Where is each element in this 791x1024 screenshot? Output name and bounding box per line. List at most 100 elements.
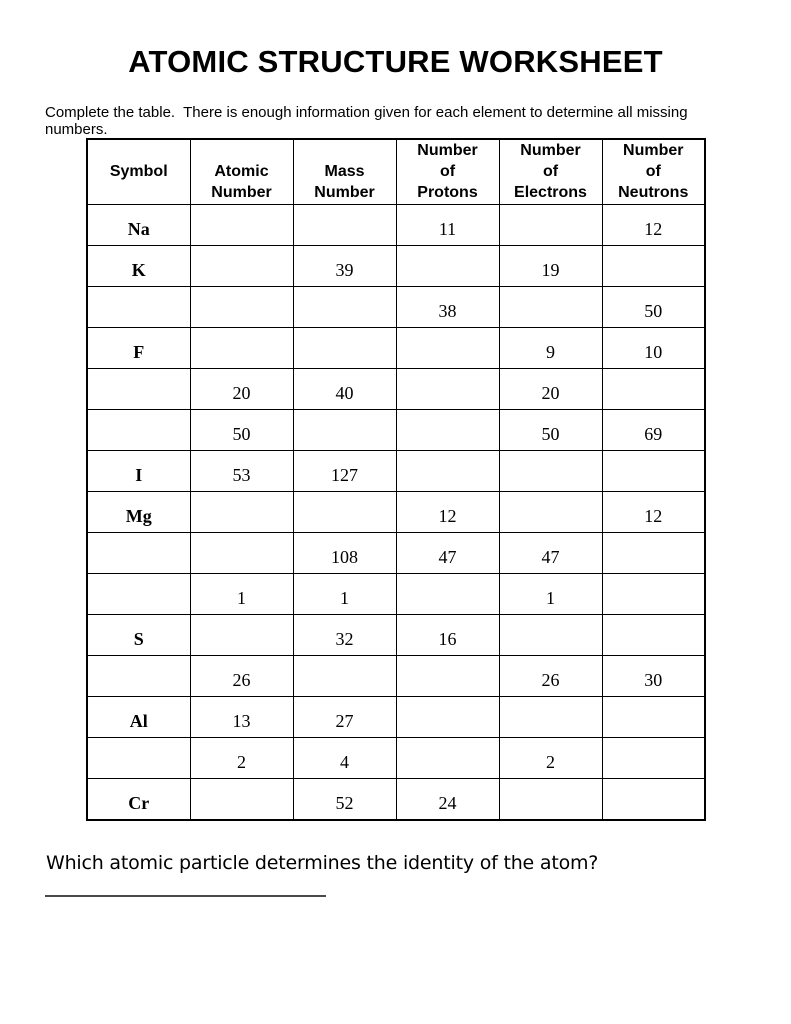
value-cell <box>498 286 603 328</box>
table-row: K 39 19 <box>86 245 706 287</box>
value-cell <box>395 245 500 287</box>
value-cell <box>601 245 706 287</box>
value-cell: 16 <box>395 614 500 656</box>
symbol-cell: Na <box>86 204 191 246</box>
symbol-cell <box>86 368 191 410</box>
value-cell <box>395 368 500 410</box>
instruction-text: Complete the table. There is enough info… <box>45 104 692 138</box>
page-title: ATOMIC STRUCTURE WORKSHEET <box>128 44 663 79</box>
symbol-cell <box>86 286 191 328</box>
column-header-symbol: Symbol <box>86 138 191 205</box>
column-header-number-of-protons: Number of Protons <box>395 138 500 205</box>
symbol-cell: I <box>86 450 191 492</box>
table-row: Mg 12 12 <box>86 491 706 533</box>
value-cell: 50 <box>189 409 294 451</box>
value-cell <box>601 368 706 410</box>
value-cell: 39 <box>292 245 397 287</box>
table-row: 50 50 69 <box>86 409 706 451</box>
table-row: 20 40 20 <box>86 368 706 410</box>
value-cell: 2 <box>189 737 294 779</box>
value-cell: 24 <box>395 778 500 820</box>
value-cell <box>601 737 706 779</box>
value-cell <box>395 655 500 697</box>
value-cell <box>292 491 397 533</box>
table-header-row: Symbol Atomic Number Mass Number Number … <box>86 138 706 205</box>
value-cell: 9 <box>498 327 603 369</box>
value-cell <box>292 327 397 369</box>
value-cell: 50 <box>601 286 706 328</box>
symbol-cell: Mg <box>86 491 191 533</box>
value-cell <box>189 614 294 656</box>
atomic-structure-table: Symbol Atomic Number Mass Number Number … <box>86 138 706 821</box>
table-row: 38 50 <box>86 286 706 328</box>
value-cell: 26 <box>498 655 603 697</box>
value-cell: 47 <box>395 532 500 574</box>
value-cell <box>189 532 294 574</box>
value-cell: 38 <box>395 286 500 328</box>
symbol-cell: Al <box>86 696 191 738</box>
table-row: S 32 16 <box>86 614 706 656</box>
value-cell <box>498 778 603 820</box>
value-cell <box>498 491 603 533</box>
table-row: 26 26 30 <box>86 655 706 697</box>
symbol-cell <box>86 409 191 451</box>
value-cell: 11 <box>395 204 500 246</box>
value-cell: 12 <box>395 491 500 533</box>
table-row: Al 13 27 <box>86 696 706 738</box>
value-cell <box>498 204 603 246</box>
table-body: Na 11 12 K 39 19 38 50 F 9 10 20 40 20 50 50 69 I 53 127 Mg 1… <box>86 204 706 820</box>
table-row: 108 47 47 <box>86 532 706 574</box>
value-cell <box>292 409 397 451</box>
answer-blank-line <box>45 895 326 897</box>
value-cell <box>189 286 294 328</box>
value-cell: 1 <box>189 573 294 615</box>
column-header-number-of-electrons: Number of Electrons <box>498 138 603 205</box>
value-cell: 20 <box>498 368 603 410</box>
symbol-cell <box>86 655 191 697</box>
value-cell: 52 <box>292 778 397 820</box>
value-cell: 30 <box>601 655 706 697</box>
value-cell <box>395 737 500 779</box>
value-cell: 19 <box>498 245 603 287</box>
value-cell: 1 <box>498 573 603 615</box>
value-cell: 127 <box>292 450 397 492</box>
value-cell <box>601 696 706 738</box>
value-cell: 10 <box>601 327 706 369</box>
table-row: I 53 127 <box>86 450 706 492</box>
value-cell: 50 <box>498 409 603 451</box>
symbol-cell: F <box>86 327 191 369</box>
value-cell <box>189 327 294 369</box>
symbol-cell <box>86 573 191 615</box>
value-cell <box>601 532 706 574</box>
question-text: Which atomic particle determines the ide… <box>46 852 599 874</box>
table-row: Cr 52 24 <box>86 778 706 820</box>
value-cell <box>395 696 500 738</box>
value-cell <box>601 450 706 492</box>
value-cell: 53 <box>189 450 294 492</box>
value-cell: 1 <box>292 573 397 615</box>
value-cell <box>395 409 500 451</box>
value-cell: 40 <box>292 368 397 410</box>
column-header-number-of-neutrons: Number of Neutrons <box>601 138 706 205</box>
value-cell <box>498 450 603 492</box>
symbol-cell <box>86 737 191 779</box>
value-cell <box>189 491 294 533</box>
symbol-cell: Cr <box>86 778 191 820</box>
value-cell: 47 <box>498 532 603 574</box>
table-row: Na 11 12 <box>86 204 706 246</box>
value-cell <box>292 286 397 328</box>
value-cell <box>292 204 397 246</box>
value-cell: 12 <box>601 491 706 533</box>
value-cell <box>189 245 294 287</box>
value-cell <box>601 573 706 615</box>
value-cell: 27 <box>292 696 397 738</box>
value-cell: 69 <box>601 409 706 451</box>
column-header-mass-number: Mass Number <box>292 138 397 205</box>
table-header: Symbol Atomic Number Mass Number Number … <box>86 138 706 205</box>
column-header-atomic-number: Atomic Number <box>189 138 294 205</box>
symbol-cell: S <box>86 614 191 656</box>
value-cell <box>395 573 500 615</box>
